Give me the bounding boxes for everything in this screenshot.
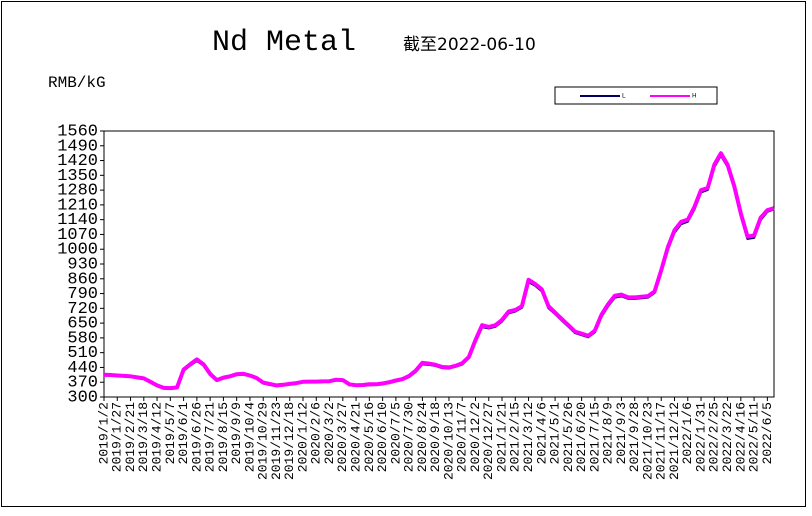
chart-subtitle: 截至2022-06-10 (403, 35, 536, 55)
x-tick-label: 2019/10/4 (242, 402, 257, 472)
y-tick-label: 1070 (57, 226, 98, 245)
x-tick-label: 2022/6/5 (760, 402, 775, 464)
plot-area (103, 130, 775, 398)
y-tick-label: 1420 (57, 152, 98, 171)
y-tick-label: 720 (67, 300, 98, 319)
y-tick-label: 860 (67, 270, 98, 289)
y-tick-label: 440 (67, 359, 98, 378)
x-tick-label: 2019/5/7 (163, 402, 178, 464)
y-axis-label: RMB/kG (48, 74, 106, 92)
y-tick-label: 1560 (57, 122, 98, 141)
x-tick-label: 2019/2/21 (123, 402, 138, 472)
x-tick-label: 2020/2/6 (309, 402, 324, 464)
y-tick-label: 1350 (57, 167, 98, 186)
y-tick-label: 580 (67, 329, 98, 348)
x-tick-label: 2020/1/12 (295, 402, 310, 472)
x-tick-label: 2021/5/1 (548, 402, 563, 465)
y-tick-label: 1490 (57, 137, 98, 156)
x-tick-label: 2019/7/21 (203, 402, 218, 472)
y-tick-label: 930 (67, 255, 98, 274)
y-tick-label: 1140 (57, 211, 98, 230)
x-tick-label: 2020/3/2 (322, 402, 337, 464)
x-tick-label: 2020/8/24 (415, 402, 430, 472)
y-tick-label: 790 (67, 285, 98, 304)
y-tick-label: 370 (67, 374, 98, 393)
x-tick-label: 2021/12/12 (667, 402, 682, 480)
x-tick-label: 2022/5/11 (747, 402, 762, 472)
x-tick-label: 2021/5/26 (561, 402, 576, 472)
x-tick-label: 2020/12/27 (481, 402, 496, 480)
x-tick-label: 2020/6/10 (375, 402, 390, 472)
x-tick-label: 2019/10/29 (256, 402, 271, 480)
x-tick-label: 2020/11/7 (455, 402, 470, 472)
series-line (103, 151, 775, 391)
x-tick-label: 2021/9/3 (614, 402, 629, 464)
y-tick-label: 510 (67, 344, 98, 363)
y-tick-label: 650 (67, 315, 98, 334)
x-tick-label: 2019/9/9 (229, 402, 244, 464)
x-tick-label: 2022/1/31 (693, 402, 708, 472)
x-tick-label: 2019/8/15 (216, 402, 231, 472)
x-tick-label: 2021/11/17 (654, 402, 669, 480)
x-tick-label: 2019/3/18 (136, 402, 151, 472)
x-tick-label: 2021/8/9 (601, 402, 616, 464)
x-tick-label: 2021/4/6 (534, 402, 549, 464)
y-tick-label: 1210 (57, 196, 98, 215)
x-tick-label: 2021/6/20 (574, 402, 589, 472)
chart-title: Nd Metal (212, 26, 356, 60)
x-tick-label: 2021/1/21 (494, 402, 509, 472)
x-tick-label: 2020/3/27 (335, 402, 350, 472)
y-tick-label: 1280 (57, 182, 98, 201)
x-tick-label: 2019/1/2 (96, 402, 111, 464)
x-tick-label: 2022/1/6 (680, 402, 695, 464)
x-tick-label: 2019/11/23 (269, 402, 284, 480)
x-tick-label: 2022/4/16 (733, 402, 748, 472)
x-tick-label: 2019/12/18 (282, 402, 297, 480)
x-tick-label: 2021/7/15 (587, 402, 602, 472)
legend (554, 86, 718, 105)
x-tick-label: 2022/3/22 (720, 402, 735, 472)
x-tick-label: 2020/10/13 (441, 402, 456, 480)
x-tick-label: 2021/3/12 (521, 402, 536, 472)
x-tick-label: 2019/6/1 (176, 402, 191, 465)
x-tick-label: 2021/9/28 (627, 402, 642, 472)
x-tick-label: 2020/4/21 (349, 402, 364, 472)
x-tick-label: 2021/10/23 (640, 402, 655, 480)
x-tick-label: 2019/1/27 (110, 402, 125, 472)
x-tick-label: 2019/4/12 (150, 402, 165, 472)
x-tick-label: 2020/7/30 (402, 402, 417, 472)
legend-label: L (622, 93, 626, 100)
x-tick-label: 2020/12/2 (468, 402, 483, 472)
x-tick-label: 2020/7/5 (388, 402, 403, 464)
x-tick-label: 2020/9/18 (428, 402, 443, 472)
x-tick-label: 2022/2/25 (707, 402, 722, 472)
legend-label: H (692, 93, 697, 100)
x-tick-label: 2021/2/15 (508, 402, 523, 472)
y-tick-label: 1000 (57, 241, 98, 260)
y-tick-label: 300 (67, 388, 98, 407)
x-tick-label: 2020/5/16 (362, 402, 377, 472)
x-tick-label: 2019/6/26 (189, 402, 204, 472)
